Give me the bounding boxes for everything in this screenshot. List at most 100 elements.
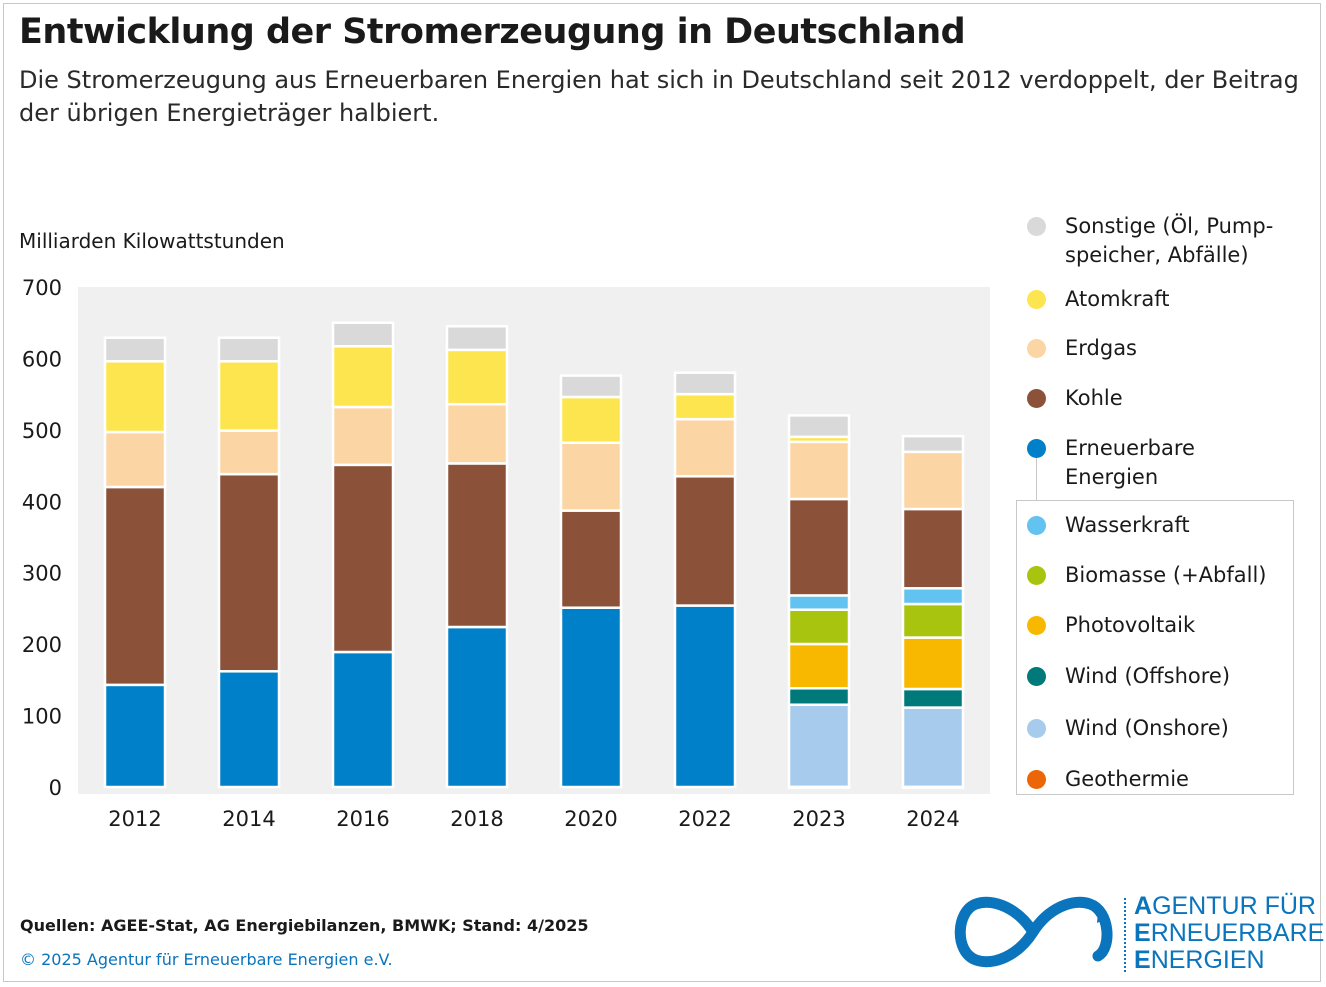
y-tick-label: 200 bbox=[22, 633, 62, 657]
bar-segment-2023-sonstige bbox=[787, 414, 851, 439]
logo-line-3: ENERGIEN bbox=[1134, 947, 1324, 974]
legend-swatch bbox=[1027, 719, 1046, 738]
bar-segment-2020-kohle bbox=[559, 509, 623, 609]
legend-swatch bbox=[1027, 290, 1046, 309]
bar-segment-2024-photovoltaik bbox=[901, 636, 965, 691]
infinity-logo-icon bbox=[954, 896, 1113, 968]
legend-label: Wasserkraft bbox=[1065, 513, 1190, 537]
bar-segment-2014-erdgas bbox=[217, 429, 281, 476]
x-tick-label: 2012 bbox=[108, 807, 161, 831]
y-axis-unit-label: Milliarden Kilowattstunden bbox=[19, 229, 285, 253]
bar-segment-2022-sonstige bbox=[673, 371, 737, 396]
bar-segment-2018-kohle bbox=[445, 462, 509, 629]
logo-line-text: RNEUERBARE bbox=[1150, 919, 1325, 947]
logo-initial: E bbox=[1134, 919, 1151, 947]
legend-swatch bbox=[1027, 339, 1046, 358]
bar-segment-2016-erneuerbare-energien bbox=[331, 650, 395, 789]
bar-segment-2024-wind-onshore- bbox=[901, 706, 965, 789]
legend-swatch bbox=[1027, 770, 1046, 789]
x-tick-label: 2024 bbox=[906, 807, 959, 831]
legend-label: Erdgas bbox=[1065, 336, 1138, 360]
legend-label: Erneuerbare Energien bbox=[1065, 436, 1195, 489]
chart-frame bbox=[3, 3, 1321, 982]
bar-segment-2016-atomkraft bbox=[331, 345, 395, 409]
legend-connector bbox=[1036, 458, 1037, 500]
bar-segment-2023-kohle bbox=[787, 497, 851, 597]
bar-segment-2018-atomkraft bbox=[445, 348, 509, 406]
legend-label: Wind (Onshore) bbox=[1065, 716, 1229, 740]
bar-segment-2023-photovoltaik bbox=[787, 642, 851, 690]
legend-label: Sonstige (Öl, Pump-speicher, Abfälle) bbox=[1065, 214, 1274, 267]
legend-label: Wind (Offshore) bbox=[1065, 664, 1231, 688]
legend-swatch bbox=[1027, 516, 1046, 535]
bar-segment-2020-atomkraft bbox=[559, 395, 623, 444]
bar-segment-2020-sonstige bbox=[559, 374, 623, 399]
logo-line-text: GENTUR FÜR bbox=[1152, 892, 1316, 920]
x-axis: 2012 2014 2016 2018 2020 2022 2023 2024 bbox=[108, 807, 959, 831]
bar-segment-2024-wind-offshore- bbox=[901, 687, 965, 709]
bar-segment-2016-sonstige bbox=[331, 321, 395, 348]
bar-segment-2020-erneuerbare-energien bbox=[559, 606, 623, 789]
logo-initial: E bbox=[1134, 946, 1151, 974]
x-tick-label: 2014 bbox=[222, 807, 275, 831]
bar-segment-2018-erneuerbare-energien bbox=[445, 625, 509, 789]
legend-label: Atomkraft bbox=[1065, 287, 1170, 311]
logo-line-text: NERGIEN bbox=[1150, 946, 1265, 974]
logo-line-2: ERNEUERBARE bbox=[1134, 920, 1324, 947]
x-tick-label: 2018 bbox=[450, 807, 503, 831]
bar-segment-2024-biomasse-abfall- bbox=[901, 602, 965, 639]
bar-segment-2018-erdgas bbox=[445, 402, 509, 465]
x-tick-label: 2023 bbox=[792, 807, 845, 831]
logo-wordmark: AGENTUR FÜR ERNEUERBARE ENERGIEN bbox=[1134, 893, 1324, 974]
legend-swatch bbox=[1027, 566, 1046, 585]
bar-segment-2024-kohle bbox=[901, 507, 965, 590]
logo-line-1: AGENTUR FÜR bbox=[1134, 893, 1324, 920]
bar-segment-2014-kohle bbox=[217, 472, 281, 673]
bar-segment-2023-wind-offshore- bbox=[787, 687, 851, 706]
legend-swatch bbox=[1027, 217, 1046, 236]
y-tick-label: 300 bbox=[22, 562, 62, 586]
legend-label: Biomasse (+Abfall) bbox=[1065, 563, 1267, 587]
legend-swatch bbox=[1027, 667, 1046, 686]
legend-renewables-group bbox=[1016, 500, 1294, 795]
bar-segment-2012-atomkraft bbox=[103, 360, 167, 434]
source-note: Quellen: AGEE-Stat, AG Energiebilanzen, … bbox=[20, 916, 589, 935]
logo-initial: A bbox=[1134, 892, 1153, 920]
bar-segment-2016-erdgas bbox=[331, 405, 395, 467]
bar-segment-2014-erneuerbare-energien bbox=[217, 670, 281, 789]
x-tick-label: 2022 bbox=[678, 807, 731, 831]
bar-segment-2012-erneuerbare-energien bbox=[103, 683, 167, 789]
bar-segment-2023-wasserkraft bbox=[787, 594, 851, 611]
bar-segment-2022-kohle bbox=[673, 475, 737, 607]
bar-segment-2012-kohle bbox=[103, 485, 167, 687]
bar-segment-2023-erdgas bbox=[787, 440, 851, 501]
bar-segment-2012-sonstige bbox=[103, 336, 167, 363]
y-tick-label: 500 bbox=[22, 419, 62, 443]
bar-segment-2012-erdgas bbox=[103, 430, 167, 489]
bar-segment-2022-atomkraft bbox=[673, 392, 737, 421]
logo-divider bbox=[1124, 898, 1126, 972]
x-tick-label: 2020 bbox=[564, 807, 617, 831]
bar-segment-2023-wind-onshore- bbox=[787, 703, 851, 789]
bar-segment-2018-sonstige bbox=[445, 325, 509, 352]
bar-segment-2024-wasserkraft bbox=[901, 587, 965, 606]
y-tick-label: 0 bbox=[49, 776, 62, 800]
y-tick-label: 700 bbox=[22, 276, 62, 300]
bar-segment-2014-sonstige bbox=[217, 336, 281, 363]
bar-segment-2022-erneuerbare-energien bbox=[673, 604, 737, 789]
legend-swatch bbox=[1027, 616, 1046, 635]
bar-segment-2022-erdgas bbox=[673, 417, 737, 478]
legend-label: Photovoltaik bbox=[1065, 613, 1196, 637]
plot-area bbox=[78, 287, 990, 794]
chart-title: Entwicklung der Stromerzeugung in Deutsc… bbox=[19, 12, 966, 52]
x-tick-label: 2016 bbox=[336, 807, 389, 831]
y-tick-label: 600 bbox=[22, 347, 62, 371]
bar-segment-2016-kohle bbox=[331, 463, 395, 654]
legend-swatch bbox=[1027, 439, 1046, 458]
copyright-note: © 2025 Agentur für Erneuerbare Energien … bbox=[20, 950, 393, 969]
bars-group bbox=[103, 321, 965, 789]
legend-label: Geothermie bbox=[1065, 767, 1189, 791]
bar-segment-2020-erdgas bbox=[559, 441, 623, 512]
y-axis: 0 100 200 300 400 500 600 700 bbox=[22, 276, 62, 800]
legend-swatch bbox=[1027, 389, 1046, 408]
